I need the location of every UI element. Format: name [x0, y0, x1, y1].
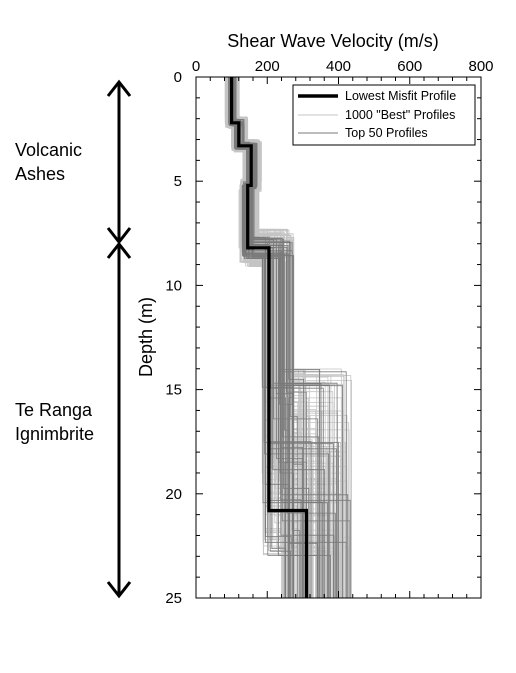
x-tick-label: 0 [192, 58, 200, 75]
x-tick-label: 800 [468, 58, 493, 75]
layer-annotations: Volcanic Ashes Te Ranga Ignimbrite [15, 79, 132, 599]
layer-label-volcanic-ashes-line1: Volcanic [15, 140, 82, 160]
x-tick-label: 400 [326, 58, 351, 75]
x-axis-title: Shear Wave Velocity (m/s) [227, 31, 438, 51]
y-tick-label: 25 [165, 590, 182, 607]
layer-label-volcanic-ashes-line2: Ashes [15, 164, 65, 184]
legend-label-1000-best: 1000 "Best" Profiles [345, 108, 455, 122]
lowest-misfit-series [230, 77, 308, 598]
y-axis-title: Depth (m) [136, 297, 156, 377]
y-tick-label: 5 [174, 173, 182, 190]
layer-label-te-ranga-line2: Ignimbrite [15, 424, 94, 444]
legend-label-top-50: Top 50 Profiles [345, 126, 428, 140]
x-tick-label: 600 [397, 58, 422, 75]
legend: Lowest Misfit Profile 1000 "Best" Profil… [292, 84, 476, 146]
y-axis-ticks: 0 5 10 15 20 25 [165, 69, 481, 607]
y-tick-label: 10 [165, 277, 182, 294]
y-tick-label: 15 [165, 382, 182, 399]
volcanic-ashes-arrow [106, 79, 132, 245]
y-tick-label: 20 [165, 486, 182, 503]
te-ranga-ignimbrite-arrow [106, 241, 132, 599]
x-tick-label: 200 [255, 58, 280, 75]
layer-label-te-ranga-line1: Te Ranga [15, 400, 93, 420]
lowest-misfit-profile-line [230, 77, 308, 598]
top50-profile-line [234, 77, 349, 598]
legend-label-lowest-misfit: Lowest Misfit Profile [345, 89, 456, 103]
ensemble-top-50-profiles [228, 77, 351, 598]
x-axis-ticks: 0 200 400 600 800 [192, 58, 494, 598]
y-tick-label: 0 [174, 69, 182, 86]
